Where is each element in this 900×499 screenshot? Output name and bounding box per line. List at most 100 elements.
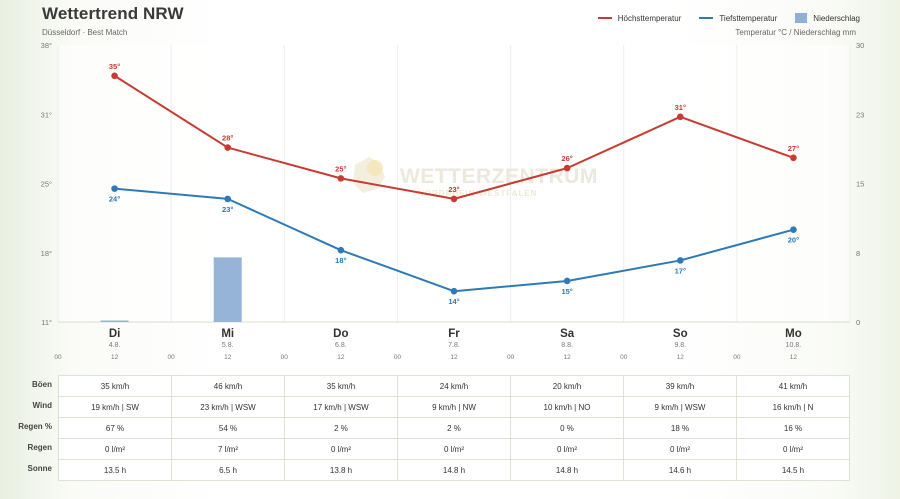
low-temp-label: 20° (788, 236, 799, 245)
y-tick-left: 18° (41, 249, 52, 258)
table-row-label: Wind (32, 401, 52, 410)
low-temp-point (111, 185, 118, 192)
table-cell: 9 km/h | WSW (623, 396, 737, 418)
y-tick-right: 0 (856, 318, 860, 327)
x-tick-hour: 00 (54, 354, 62, 361)
table-cell: 20 km/h (510, 375, 624, 397)
table-row: 19 km/h | SW 23 km/h | WSW 17 km/h | WSW 9 … (58, 396, 850, 418)
y-tick-left: 11° (41, 318, 52, 327)
x-tick-hour: 12 (677, 354, 685, 361)
high-temp-point (111, 72, 118, 80)
high-temp-point (676, 113, 684, 121)
x-tick-date: 9.8. (674, 342, 686, 349)
x-tick-date: 5.8. (222, 342, 234, 349)
x-tick-day: Mi (221, 328, 234, 340)
table-row: 67 % 54 % 2 % 2 % 0 % 18 % 16 % (58, 417, 850, 439)
low-temp-label: 23° (222, 205, 233, 214)
x-tick-date: 10.8. (786, 342, 802, 349)
table-row: 0 l/m² 7 l/m² 0 l/m² 0 l/m² 0 l/m² 0 l/m² 0 l/… (58, 438, 850, 460)
table-cell: 0 l/m² (58, 438, 172, 460)
table-cell: 2 % (397, 417, 511, 439)
x-tick-hour: 00 (168, 354, 176, 361)
high-temp-label: 35° (109, 62, 120, 71)
x-tick-hour: 00 (507, 354, 515, 361)
x-tick-hour: 12 (450, 354, 458, 361)
table-cell: 16 km/h | N (736, 396, 850, 418)
table-cell: 13.5 h (58, 459, 172, 481)
table-cell: 16 % (736, 417, 850, 439)
legend-label-high: Höchsttemperatur (617, 13, 682, 23)
x-tick-day: Mo (785, 328, 802, 340)
precip-bar (100, 320, 129, 322)
table-cell: 17 km/h | WSW (284, 396, 398, 418)
high-temp-point (224, 144, 232, 151)
high-temp-point (450, 195, 458, 203)
table-cell: 0 l/m² (623, 438, 737, 460)
table-row: 13.5 h 6.5 h 13.8 h 14.8 h 14.8 h 14.6 h 14.5 … (58, 459, 850, 481)
legend-label-low: Tiefsttemperatur (719, 13, 778, 23)
x-tick-hour: 00 (394, 354, 402, 361)
watermark-sun-icon (367, 160, 383, 176)
x-tick-date: 7.8. (448, 342, 460, 349)
high-temp-label: 31° (675, 103, 686, 112)
table-cell: 2 % (284, 417, 398, 439)
low-temp-point (790, 226, 797, 233)
high-temp-point (563, 164, 571, 172)
plot-area (58, 45, 850, 322)
table-row-label: Regen (27, 443, 52, 452)
low-temp-point (337, 246, 345, 254)
legend-swatch-precip (795, 13, 808, 23)
table-cell: 39 km/h (623, 375, 737, 397)
table-cell: 41 km/h (736, 375, 850, 397)
table-cell: 14.5 h (736, 459, 850, 481)
y-tick-right: 30 (856, 41, 864, 50)
table-cell: 13.8 h (284, 459, 398, 481)
x-tick-hour: 00 (281, 354, 289, 361)
watermark-text: WETTERZENTRUM (400, 165, 598, 188)
x-tick-day: So (673, 328, 688, 340)
table-row-label: Regen % (18, 422, 52, 431)
high-temp-point (337, 175, 345, 182)
low-temp-point (224, 195, 232, 203)
high-temp-point (790, 154, 797, 162)
table-cell: 67 % (58, 417, 172, 439)
x-tick-date: 8.8. (561, 342, 573, 349)
legend-item-high[interactable]: Höchsttemperatur (597, 13, 682, 23)
x-tick-date: 4.8. (109, 342, 121, 349)
table-cell: 35 km/h (284, 375, 398, 397)
table-cell: 46 km/h (171, 375, 285, 397)
table-cell: 23 km/h | WSW (171, 396, 285, 418)
legend-swatch-low (699, 17, 714, 19)
table-cell: 0 l/m² (736, 438, 850, 460)
y-tick-right: 23 (856, 110, 864, 119)
x-tick-day: Fr (448, 328, 460, 340)
precip-bar (213, 257, 242, 322)
watermark-subtext: NORDRHEIN-WESTFALEN (418, 189, 537, 198)
low-temp-point (563, 277, 571, 285)
table-cell: 14.6 h (623, 459, 737, 481)
high-temp-label: 23° (448, 185, 459, 194)
legend-item-low[interactable]: Tiefsttemperatur (699, 14, 777, 23)
low-temp-label: 15° (561, 287, 572, 296)
x-tick-day: Di (109, 328, 121, 340)
legend-swatch-high (597, 17, 612, 19)
x-tick-hour: 12 (111, 354, 119, 361)
chart-subtitle: Düsseldorf · Best Match (42, 28, 128, 37)
table-row: 35 km/h 46 km/h 35 km/h 24 km/h 20 km/h 39 km… (58, 375, 850, 397)
low-temp-label: 14° (448, 297, 459, 306)
legend: Höchsttemperatur Tiefsttemperatur Nieder… (597, 13, 860, 23)
table-cell: 24 km/h (397, 375, 511, 397)
low-temp-point (676, 257, 684, 264)
legend-item-precip[interactable]: Niederschlag (795, 13, 860, 23)
table-cell: 9 km/h | NW (397, 396, 511, 418)
units-label: Temperatur °C / Niederschlag mm (735, 28, 856, 37)
y-tick-right: 8 (856, 249, 860, 258)
legend-label-precip: Niederschlag (813, 13, 860, 23)
x-tick-day: Sa (560, 328, 575, 340)
table-cell: 14.8 h (397, 459, 511, 481)
table-cell: 54 % (171, 417, 285, 439)
x-tick-date: 6.8. (335, 342, 347, 349)
table-row-label: Sonne (27, 464, 52, 473)
table-cell: 0 l/m² (284, 438, 398, 460)
table-cell: 35 km/h (58, 375, 172, 397)
